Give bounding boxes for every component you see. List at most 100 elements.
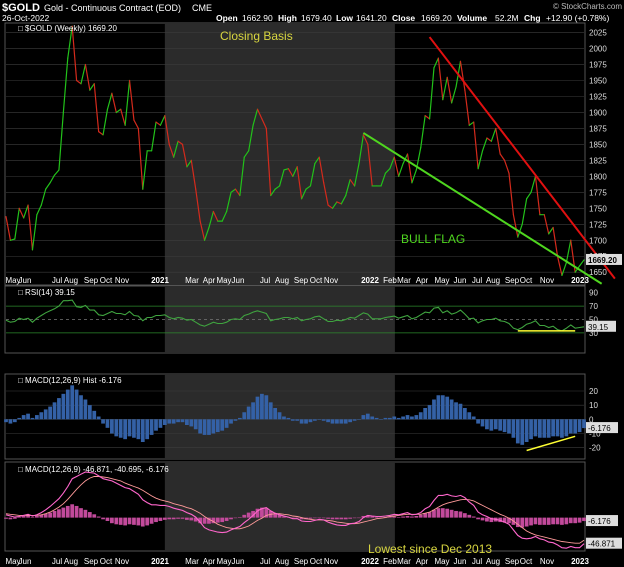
histogram-bar — [162, 419, 167, 425]
price-segment-down — [362, 134, 369, 146]
macd-histogram-bar — [507, 517, 511, 524]
macd-histogram-bar — [299, 517, 304, 520]
description-label: Gold - Continuous Contract (EOD) — [44, 3, 181, 13]
macd-histogram-bar — [251, 510, 255, 518]
bottom-x-tick-label: Mar — [397, 557, 411, 566]
histogram-bar — [282, 416, 286, 420]
price-segment-up — [80, 63, 87, 85]
price-segment-up — [115, 108, 122, 114]
histogram-bar — [83, 399, 88, 420]
price-segment-up — [248, 124, 254, 152]
price-x-tick-label: May — [216, 276, 231, 285]
macd-histogram-bar — [445, 508, 450, 518]
price-segment-down — [93, 83, 100, 133]
macd-histogram-bar — [21, 515, 26, 518]
price-segment-up — [477, 150, 484, 170]
macd-histogram-bar — [560, 517, 564, 525]
histogram-bar — [110, 419, 114, 434]
macd-histogram-bar — [127, 517, 132, 525]
price-segment-down — [137, 127, 144, 190]
bottom-x-tick-label: Jul — [260, 557, 270, 566]
histogram-bar — [229, 419, 233, 424]
macd-histogram-bar — [242, 514, 247, 518]
macd-histogram-bar — [290, 517, 295, 519]
macd-hist-last-value-label: -6.176 — [588, 517, 611, 526]
price-x-tick-label: Jun — [19, 276, 32, 285]
price-segment-up — [36, 204, 42, 216]
price-x-tick-label: Aug — [486, 276, 500, 285]
histogram-bar — [352, 419, 357, 421]
price-segment-down — [181, 143, 188, 168]
price-x-tick-label: Sep — [505, 276, 520, 285]
macd-histogram-bar — [211, 517, 216, 524]
histogram-bar — [467, 412, 472, 420]
histogram-bar — [312, 419, 317, 421]
histogram-legend: □ MACD(12,26,9) Hist -6.176 — [18, 376, 122, 385]
bottom-x-tick-label: May — [216, 557, 231, 566]
histogram-divergence-line — [526, 435, 576, 452]
rsi-last-value-box — [586, 320, 616, 332]
histogram-bar — [39, 412, 44, 420]
histogram-bar — [538, 419, 542, 438]
price-tick-label: 1725 — [589, 220, 607, 229]
histogram-bar — [335, 419, 339, 424]
price-x-tick-label: Jul — [52, 276, 62, 285]
price-segment-down — [512, 214, 519, 238]
price-segment-up — [389, 156, 395, 170]
histogram-bar — [251, 402, 255, 420]
price-tick-label: 1650 — [589, 268, 607, 277]
price-segment-up — [230, 188, 237, 193]
macd-histogram-bar — [330, 517, 335, 520]
histogram-bar — [462, 408, 467, 420]
rsi-tick-label: 50 — [589, 316, 598, 325]
macd-histogram-bar — [43, 513, 48, 518]
price-segment-up — [309, 162, 316, 187]
year-shading-price — [164, 23, 395, 285]
histogram-bar — [396, 417, 401, 420]
macd-histogram-bar — [273, 513, 278, 518]
histogram-last-value-box — [586, 422, 618, 434]
price-segment-up — [451, 86, 457, 104]
price-segment-down — [168, 143, 175, 158]
price-segment-down — [75, 79, 82, 85]
price-segment-down — [556, 255, 563, 277]
bull-flag-trendline — [362, 132, 603, 285]
histogram-bar — [560, 419, 564, 438]
bottom-x-tick-label: Oct — [100, 557, 113, 566]
histogram-bar — [454, 402, 458, 420]
histogram-bar — [12, 419, 17, 423]
histogram-bar — [211, 419, 216, 434]
price-segment-up — [173, 140, 179, 158]
histogram-bar — [361, 415, 366, 420]
price-segment-down — [164, 115, 170, 146]
macd-histogram-bar — [180, 517, 185, 519]
bottom-x-tick-label: Sep — [505, 557, 520, 566]
macd-histogram-bar — [189, 517, 194, 521]
price-segment-down — [190, 159, 197, 190]
bottom-x-tick-label: Apr — [203, 557, 216, 566]
price-x-tick-label: Nov — [115, 276, 129, 285]
price-segment-down — [437, 57, 444, 101]
histogram-bar — [255, 396, 260, 420]
price-x-tick-label: Nov — [324, 276, 338, 285]
macd-histogram-bar — [573, 517, 578, 524]
price-segment-up — [578, 259, 585, 267]
price-tick-label: 1950 — [589, 77, 607, 86]
histogram-bar — [193, 419, 198, 430]
histogram-bar — [374, 417, 379, 420]
price-segment-down — [256, 108, 263, 120]
macd-histogram-bar — [476, 517, 480, 520]
histogram-bar — [286, 417, 291, 420]
price-segment-down — [71, 25, 78, 82]
price-segment-up — [106, 92, 113, 110]
price-segment-down — [473, 121, 479, 170]
histogram-bar — [476, 419, 480, 424]
price-segment-up — [561, 262, 567, 277]
histogram-bar — [35, 415, 39, 420]
histogram-bar — [127, 419, 132, 437]
histogram-bar — [220, 419, 225, 431]
price-segment-down — [212, 210, 219, 222]
macd-histogram-bar — [335, 517, 339, 520]
price-segment-up — [67, 25, 73, 59]
